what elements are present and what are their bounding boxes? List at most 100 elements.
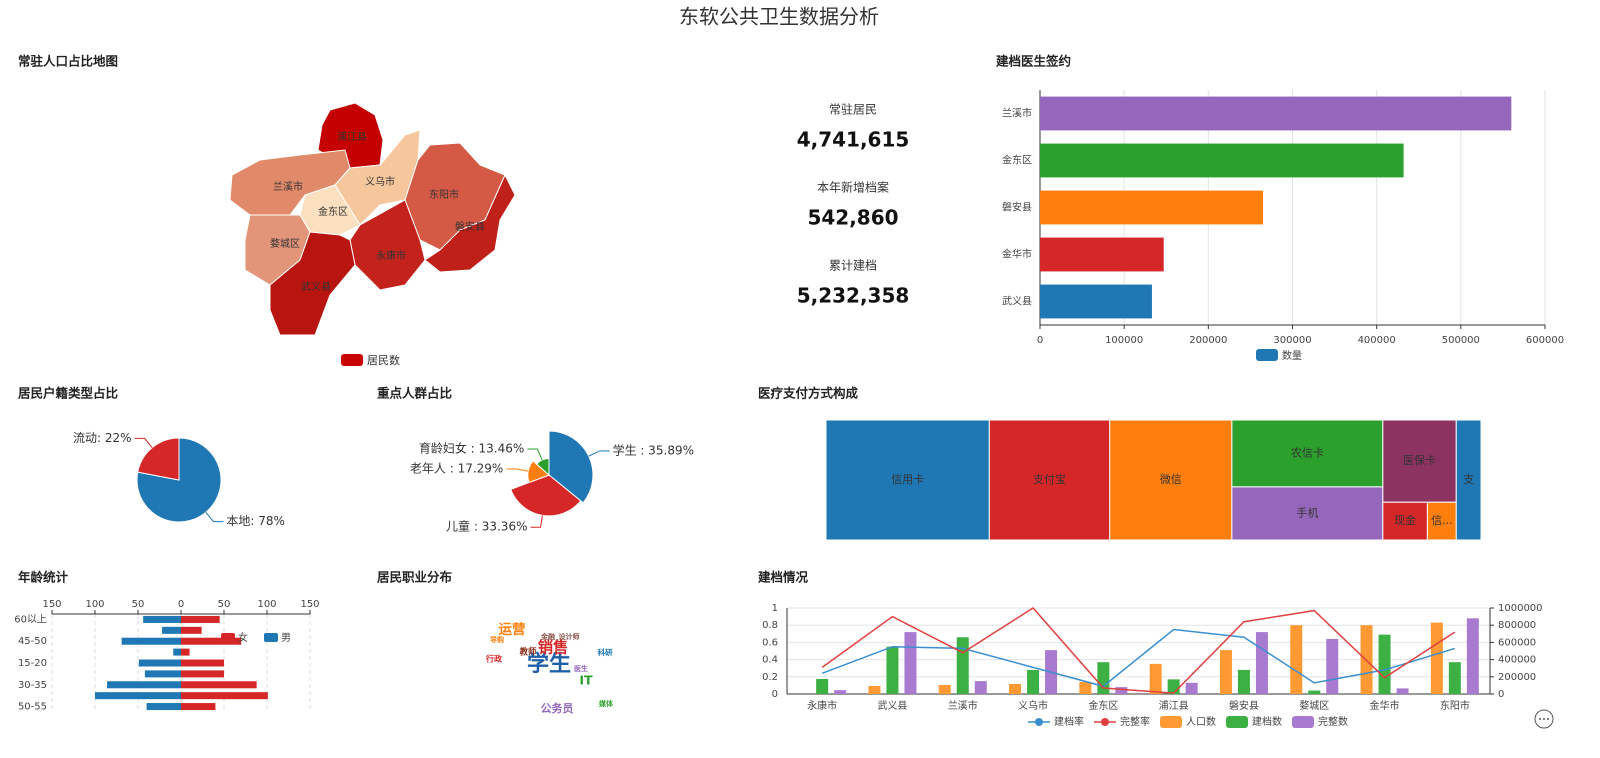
- bar: [1430, 622, 1443, 694]
- legend-swatch: [1160, 716, 1182, 728]
- x-tick-label: 150: [300, 599, 319, 610]
- x-tick-label: 义乌市: [1018, 699, 1048, 712]
- legend-label: 人口数: [1186, 715, 1216, 728]
- bar: [1237, 669, 1250, 694]
- stat-value: 5,232,358: [797, 284, 910, 308]
- data-label: 学生 : 35.89%: [613, 442, 694, 457]
- bar: [1027, 669, 1040, 694]
- bar: [173, 648, 181, 656]
- bar: [138, 659, 181, 667]
- label-line: [134, 437, 153, 448]
- region-label: 武义县: [301, 280, 331, 293]
- x-tick-label: 永康市: [807, 699, 837, 712]
- region-label: 婺城区: [270, 238, 300, 250]
- treemap-cell: [1382, 501, 1428, 541]
- x-tick-label: 金华市: [1370, 699, 1400, 712]
- x-tick-label: 东阳市: [1440, 699, 1470, 712]
- bar: [1040, 190, 1264, 225]
- bar: [181, 648, 190, 656]
- data-label: 流动: 22%: [73, 431, 132, 445]
- bar: [938, 684, 951, 694]
- section-title: 年龄统计: [18, 570, 69, 585]
- word: 销售: [538, 639, 568, 657]
- stat-value: 542,860: [807, 206, 898, 230]
- section-title: 建档情况: [758, 570, 809, 585]
- x-tick-label: 50: [218, 599, 231, 610]
- bar: [1308, 690, 1321, 694]
- bar: [181, 692, 268, 700]
- cell-label: 信用卡: [891, 473, 924, 486]
- y2-tick-label: 1000000: [1498, 603, 1543, 614]
- bar: [904, 632, 917, 694]
- bar: [181, 637, 242, 645]
- bar: [1448, 662, 1461, 694]
- word: 运营: [499, 621, 526, 638]
- section-title: 居民户籍类型占比: [18, 386, 119, 401]
- region-label: 磐安县: [455, 220, 485, 233]
- more-button[interactable]: [1534, 709, 1554, 729]
- legend-label: 男: [281, 632, 291, 644]
- bar: [1378, 634, 1391, 694]
- data-label: 育龄妇女 : 13.46%: [419, 441, 524, 456]
- dot[interactable]: [1547, 718, 1549, 720]
- x-tick-label: 金东区: [1088, 699, 1118, 712]
- cell-label: 现金: [1394, 513, 1416, 527]
- pie-slice: [535, 457, 550, 477]
- bar: [162, 626, 181, 634]
- word: 公务员: [541, 701, 574, 715]
- bar: [1466, 618, 1479, 694]
- x-tick-label: 0: [178, 599, 184, 610]
- stat-value: 4,741,615: [797, 128, 910, 152]
- y2-tick-label: 800000: [1498, 620, 1536, 631]
- cell-label: 支: [1463, 473, 1474, 486]
- x-tick-label: 100000: [1105, 335, 1143, 346]
- legend-label: 女: [238, 631, 248, 644]
- section-title: 建档医生签约: [996, 54, 1071, 69]
- bar: [181, 681, 257, 689]
- legend-dot: [1101, 718, 1109, 726]
- word: IT: [579, 673, 593, 688]
- section-title: 医疗支付方式构成: [758, 386, 859, 401]
- data-label: 儿童 : 33.36%: [446, 519, 527, 534]
- treemap-cell: [1426, 501, 1457, 541]
- y-tick-label: 金东区: [1002, 154, 1032, 167]
- stat-label: 常驻居民: [829, 102, 877, 117]
- bar: [1326, 638, 1339, 694]
- data-label: 老年人 : 17.29%: [410, 461, 503, 475]
- label-line: [205, 512, 224, 523]
- x-tick-label: 50: [132, 599, 145, 610]
- cell-label: 支付宝: [1033, 472, 1066, 486]
- x-tick-label: 100: [85, 599, 104, 610]
- bar: [1040, 143, 1404, 178]
- pie-slice: [510, 474, 582, 517]
- treemap-cell: [1231, 419, 1384, 488]
- treemap-cell: [988, 419, 1111, 541]
- legend-label: 建档率: [1054, 715, 1084, 728]
- region-label: 永康市: [376, 249, 406, 262]
- word: 导购: [490, 635, 504, 644]
- region-label: 金东区: [318, 205, 348, 218]
- section-title: 重点人群占比: [377, 386, 453, 401]
- legend-label: 数量: [1282, 349, 1302, 362]
- y2-tick-label: 600000: [1498, 637, 1536, 648]
- bar: [143, 615, 181, 623]
- x-tick-label: 磐安县: [1229, 699, 1259, 712]
- bar: [1079, 681, 1092, 694]
- dot[interactable]: [1543, 718, 1545, 720]
- y-tick-label: 50-55: [18, 702, 47, 713]
- label-line: [530, 515, 543, 528]
- cell-label: 微信: [1160, 472, 1182, 486]
- word: 设计师: [558, 632, 579, 641]
- cell-label: 信...: [1431, 514, 1453, 527]
- y-tick-label: 30-35: [18, 680, 47, 691]
- legend-label: 完整率: [1120, 715, 1150, 728]
- dot[interactable]: [1539, 718, 1541, 720]
- x-tick-label: 兰溪市: [948, 699, 978, 712]
- bar: [886, 646, 899, 694]
- region-label: 东阳市: [429, 188, 459, 201]
- stat-label: 累计建档: [829, 259, 877, 273]
- x-tick-label: 武义县: [877, 699, 907, 712]
- more-icon[interactable]: [1534, 709, 1554, 729]
- x-tick-label: 婺城区: [1299, 700, 1329, 712]
- bar: [974, 681, 987, 694]
